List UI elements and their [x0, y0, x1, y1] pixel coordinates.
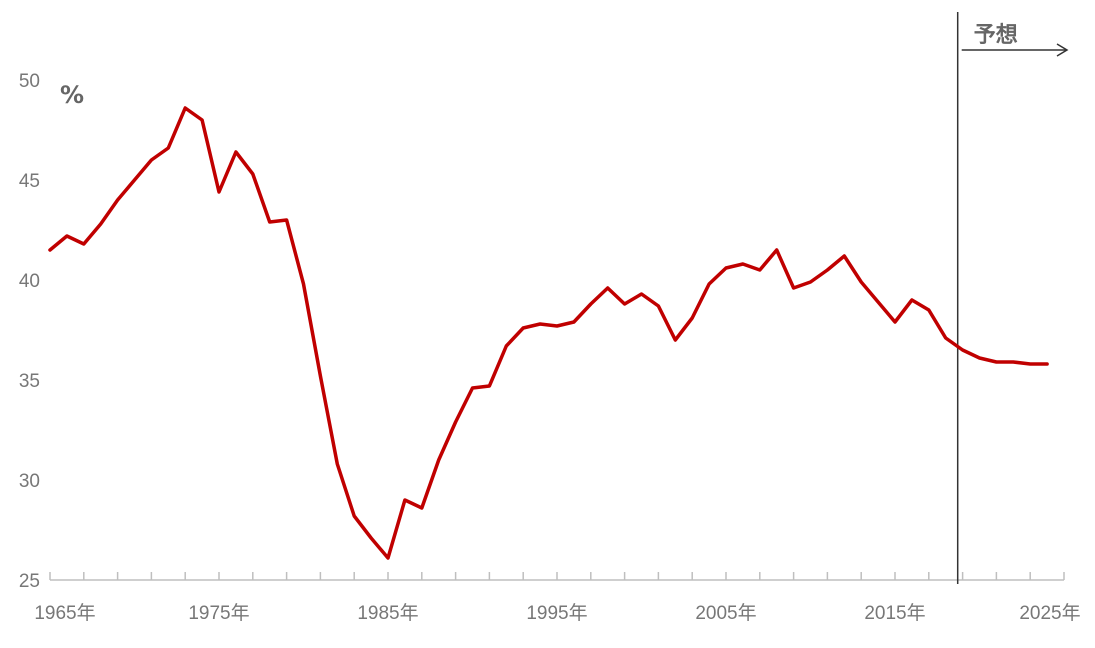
x-tick-label: 2005年: [695, 602, 756, 624]
y-tick-label: 40: [19, 271, 40, 292]
forecast-arrow-head-icon: [1056, 43, 1069, 57]
x-tick-label: 1995年: [526, 602, 587, 624]
x-tick-label: 1985年: [357, 602, 418, 624]
y-tick-label: 30: [19, 471, 40, 492]
forecast-label: 予想: [974, 23, 1018, 48]
y-tick-label: 25: [19, 571, 40, 592]
y-tick-label: 35: [19, 371, 40, 392]
x-tick-label: 1975年: [188, 602, 249, 624]
x-tick-label: 2015年: [864, 602, 925, 624]
x-tick-label: 2025年: [1019, 602, 1080, 624]
y-axis-unit-label: %: [60, 81, 84, 109]
y-tick-label: 50: [19, 71, 40, 92]
x-tick-label: 1965年: [34, 602, 95, 624]
series-line: [48, 106, 1049, 560]
y-tick-label: 45: [19, 171, 40, 192]
